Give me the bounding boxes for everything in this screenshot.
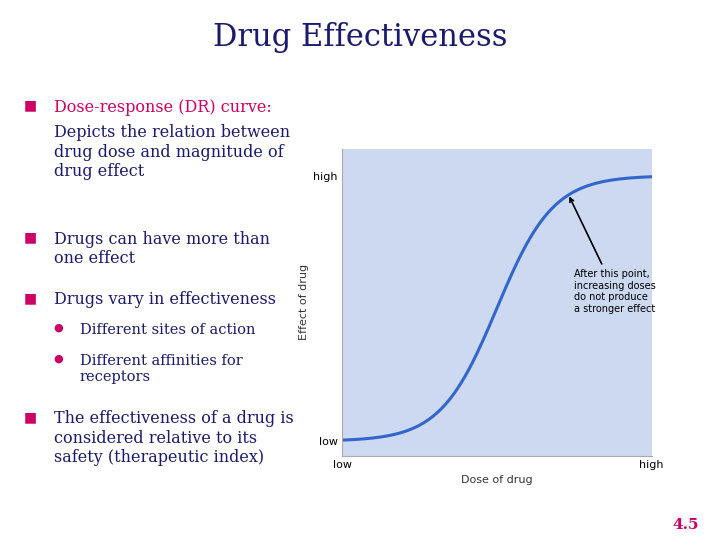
X-axis label: Dose of drug: Dose of drug [461,475,533,484]
Text: ■: ■ [23,98,37,112]
Text: Drugs vary in effectiveness: Drugs vary in effectiveness [53,291,276,308]
Text: Depicts the relation between
drug dose and magnitude of
drug effect: Depicts the relation between drug dose a… [53,124,289,180]
Text: Dose-response (DR) curve:: Dose-response (DR) curve: [53,98,271,116]
Text: Drug Effectiveness: Drug Effectiveness [212,22,508,52]
Text: The effectiveness of a drug is
considered relative to its
safety (therapeutic in: The effectiveness of a drug is considere… [53,410,293,466]
Text: ■: ■ [23,291,37,305]
Text: Drugs can have more than
one effect: Drugs can have more than one effect [53,231,269,267]
Text: Different affinities for
receptors: Different affinities for receptors [80,354,243,384]
Text: After this point,
increasing doses
do not produce
a stronger effect: After this point, increasing doses do no… [570,198,656,314]
Text: ■: ■ [23,231,37,245]
Text: 4.5: 4.5 [672,518,698,532]
Text: ●: ● [53,354,63,364]
Text: ■: ■ [23,410,37,424]
Text: ●: ● [53,322,63,333]
Text: Different sites of action: Different sites of action [80,322,256,336]
Y-axis label: Effect of drug: Effect of drug [300,265,309,340]
